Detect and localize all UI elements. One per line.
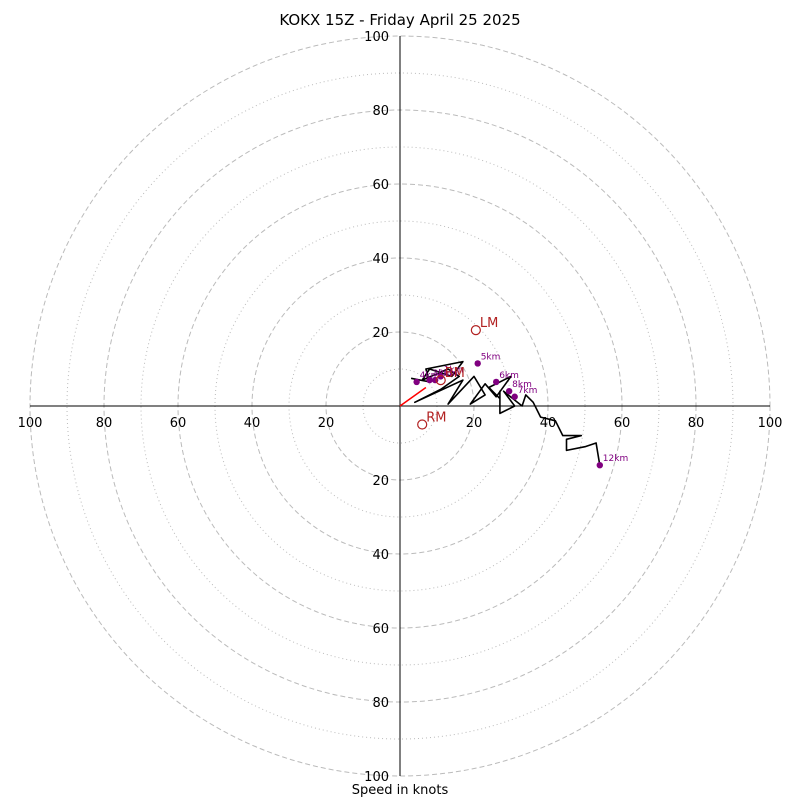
y-tick-label: 60 xyxy=(372,178,389,193)
x-tick-label: 60 xyxy=(614,416,631,431)
height-marker-label: 1km xyxy=(444,365,464,375)
x-tick-label: 80 xyxy=(688,416,705,431)
x-tick-label: 100 xyxy=(758,416,783,431)
height-marker-dot xyxy=(596,462,603,469)
x-tick-label: 80 xyxy=(96,416,113,431)
storm-motion-label: BM xyxy=(445,366,465,381)
y-tick-label: 100 xyxy=(364,770,389,785)
height-marker-label: 6km xyxy=(499,371,519,381)
storm-motion-label: LM xyxy=(480,316,498,331)
y-tick-label: 80 xyxy=(372,104,389,119)
y-tick-label: 100 xyxy=(364,30,389,45)
storm-motion-markers: LM RM BM xyxy=(417,316,498,430)
storm-motion-label: RM xyxy=(426,411,446,426)
height-marker-dot xyxy=(511,393,518,400)
height-marker-label: 2km xyxy=(438,369,458,379)
height-marker-label: 12km xyxy=(603,454,628,464)
axis-tick-labels: 100 80 60 40 20 20 40 60 80 100100806040202040608… xyxy=(18,30,783,785)
height-marker-label: 5km xyxy=(481,352,501,362)
height-marker-dot xyxy=(426,376,433,384)
height-markers: 4km3km2km1km5km6km8km7km12km xyxy=(413,352,628,469)
y-tick-label: 40 xyxy=(372,548,389,563)
x-axis-label: Speed in knots xyxy=(351,783,449,798)
y-tick-label: 80 xyxy=(372,696,389,711)
y-tick-label: 60 xyxy=(372,622,389,637)
storm-motion-marker xyxy=(417,419,428,430)
height-marker-dot xyxy=(474,360,481,367)
y-tick-label: 40 xyxy=(372,252,389,267)
wind-trace xyxy=(410,360,601,466)
x-tick-label: 20 xyxy=(466,416,483,431)
height-marker-label: 7km xyxy=(518,386,538,396)
height-marker-dot xyxy=(413,378,420,386)
x-tick-label: 40 xyxy=(244,416,261,431)
chart-title: KOKX 15Z - Friday April 25 2025 xyxy=(279,11,521,29)
wind-trace-line xyxy=(410,360,601,466)
x-tick-label: 100 xyxy=(18,416,43,431)
height-marker-label: 4km xyxy=(420,371,440,381)
storm-motion-marker xyxy=(435,375,446,386)
y-tick-label: 20 xyxy=(372,474,389,489)
x-tick-label: 20 xyxy=(318,416,335,431)
y-tick-label: 20 xyxy=(372,326,389,341)
shear-vector-line xyxy=(399,386,427,407)
shear-vector xyxy=(399,386,427,407)
height-marker-dot xyxy=(437,373,444,380)
height-marker-dot xyxy=(493,378,500,386)
height-marker-dot xyxy=(505,388,513,395)
storm-motion-marker xyxy=(470,325,481,336)
height-marker-label: 8km xyxy=(512,380,532,390)
x-tick-label: 60 xyxy=(170,416,187,431)
